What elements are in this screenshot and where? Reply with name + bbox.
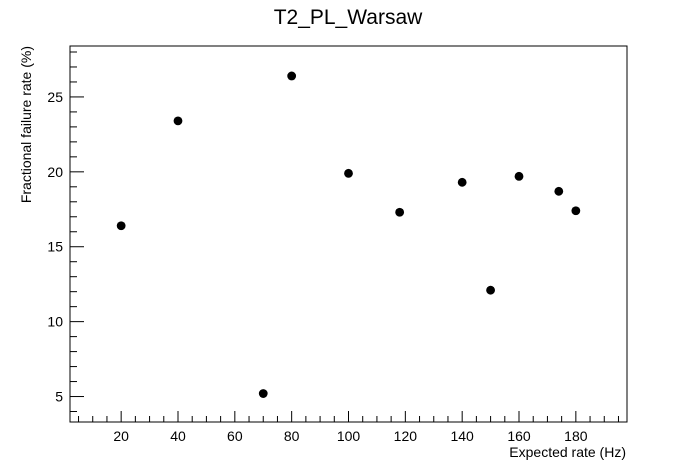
y-tick-label: 25 — [47, 89, 63, 105]
data-points — [116, 71, 581, 398]
x-tick-label: 80 — [284, 428, 300, 444]
x-tick-label: 60 — [227, 428, 243, 444]
data-point — [258, 389, 268, 398]
y-tick-label: 20 — [47, 164, 63, 180]
x-tick-label: 160 — [507, 428, 531, 444]
y-axis-label: Fractional failure rate (%) — [18, 46, 34, 203]
plot-frame — [69, 45, 628, 423]
chart-title: T2_PL_Warsaw — [274, 6, 423, 29]
data-point — [395, 207, 405, 217]
y-tick-label: 5 — [55, 389, 63, 405]
data-point — [116, 221, 126, 231]
axis-ticks: 20 40 60 80 100 120 140 160 180 5 10 15 20 25 — [47, 51, 619, 444]
data-point — [554, 186, 564, 196]
data-point — [344, 168, 353, 178]
x-tick-label: 40 — [170, 428, 186, 444]
x-tick-label: 180 — [564, 428, 588, 444]
y-tick-label: 10 — [47, 314, 63, 330]
data-point — [287, 71, 297, 81]
x-tick-label: 20 — [113, 428, 129, 444]
data-point — [486, 285, 495, 295]
x-axis-label: Expected rate (Hz) — [509, 444, 626, 460]
x-tick-label: 100 — [337, 428, 361, 444]
y-tick-label: 15 — [47, 239, 63, 255]
x-tick-label: 140 — [450, 428, 474, 444]
data-point — [173, 116, 183, 126]
x-tick-label: 120 — [394, 428, 418, 444]
data-point — [514, 171, 524, 181]
data-point — [571, 206, 581, 216]
data-point — [457, 177, 467, 187]
